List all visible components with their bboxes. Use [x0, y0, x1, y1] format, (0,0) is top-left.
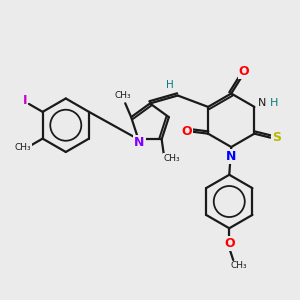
Text: N: N [226, 150, 236, 164]
Text: O: O [239, 65, 249, 78]
Text: H: H [270, 98, 278, 108]
Text: S: S [272, 131, 281, 144]
Text: N: N [258, 98, 266, 108]
Text: CH₃: CH₃ [163, 154, 180, 163]
Text: H: H [166, 80, 174, 90]
Text: CH₃: CH₃ [115, 91, 131, 100]
Text: N: N [134, 136, 145, 149]
Text: O: O [181, 125, 192, 138]
Text: CH₃: CH₃ [15, 143, 31, 152]
Text: O: O [224, 237, 235, 250]
Text: CH₃: CH₃ [231, 261, 247, 270]
Text: I: I [23, 94, 27, 107]
